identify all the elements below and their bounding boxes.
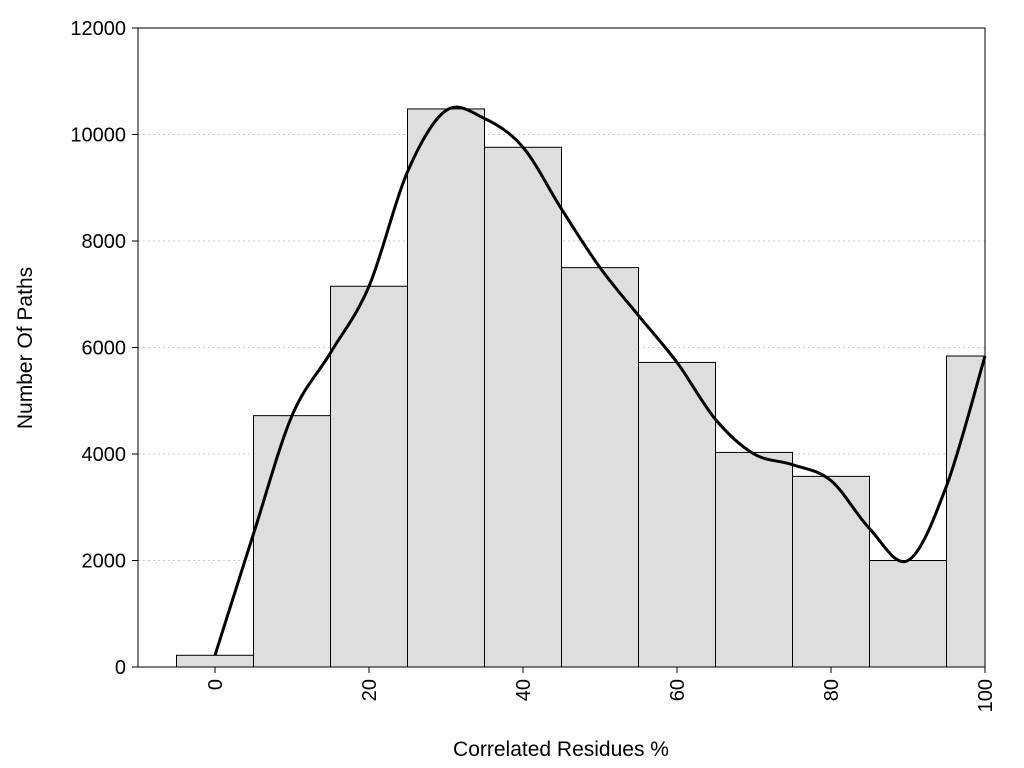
y-tick-label: 4000 <box>82 444 127 466</box>
x-tick-label: 80 <box>821 679 843 701</box>
y-tick-label: 8000 <box>82 231 127 253</box>
y-tick-label: 6000 <box>82 338 127 360</box>
histogram-bar <box>176 654 254 668</box>
x-axis-label: Correlated Residues % <box>453 738 669 761</box>
x-tick-label: 40 <box>513 679 535 701</box>
histogram-bar <box>484 146 562 668</box>
histogram-bar <box>792 475 870 668</box>
histogram-bar <box>253 415 331 668</box>
x-tick-label: 100 <box>975 679 997 712</box>
histogram-bars <box>176 108 986 668</box>
x-tick-label: 0 <box>205 679 227 690</box>
x-tick-label: 60 <box>667 679 689 701</box>
histogram-bar <box>561 267 639 668</box>
y-axis-label: Number Of Paths <box>14 267 37 429</box>
histogram-bar <box>330 285 408 668</box>
y-tick-label: 0 <box>115 657 126 679</box>
histogram-bar <box>946 355 986 668</box>
histogram-bar <box>715 451 793 668</box>
y-tick-label: 12000 <box>70 18 126 40</box>
histogram-bar <box>407 108 485 668</box>
x-axis-ticks: 0 20 40 60 80 100 <box>205 667 997 712</box>
density-curve <box>213 105 987 656</box>
y-axis-ticks: 0 2000 4000 6000 8000 10000 12000 <box>70 18 138 679</box>
histogram-bar <box>638 361 716 668</box>
x-tick-label: 20 <box>359 679 381 701</box>
histogram-bar <box>869 560 947 668</box>
y-tick-label: 2000 <box>82 551 127 573</box>
density-curve-group <box>213 105 987 656</box>
y-tick-label: 10000 <box>70 125 126 147</box>
